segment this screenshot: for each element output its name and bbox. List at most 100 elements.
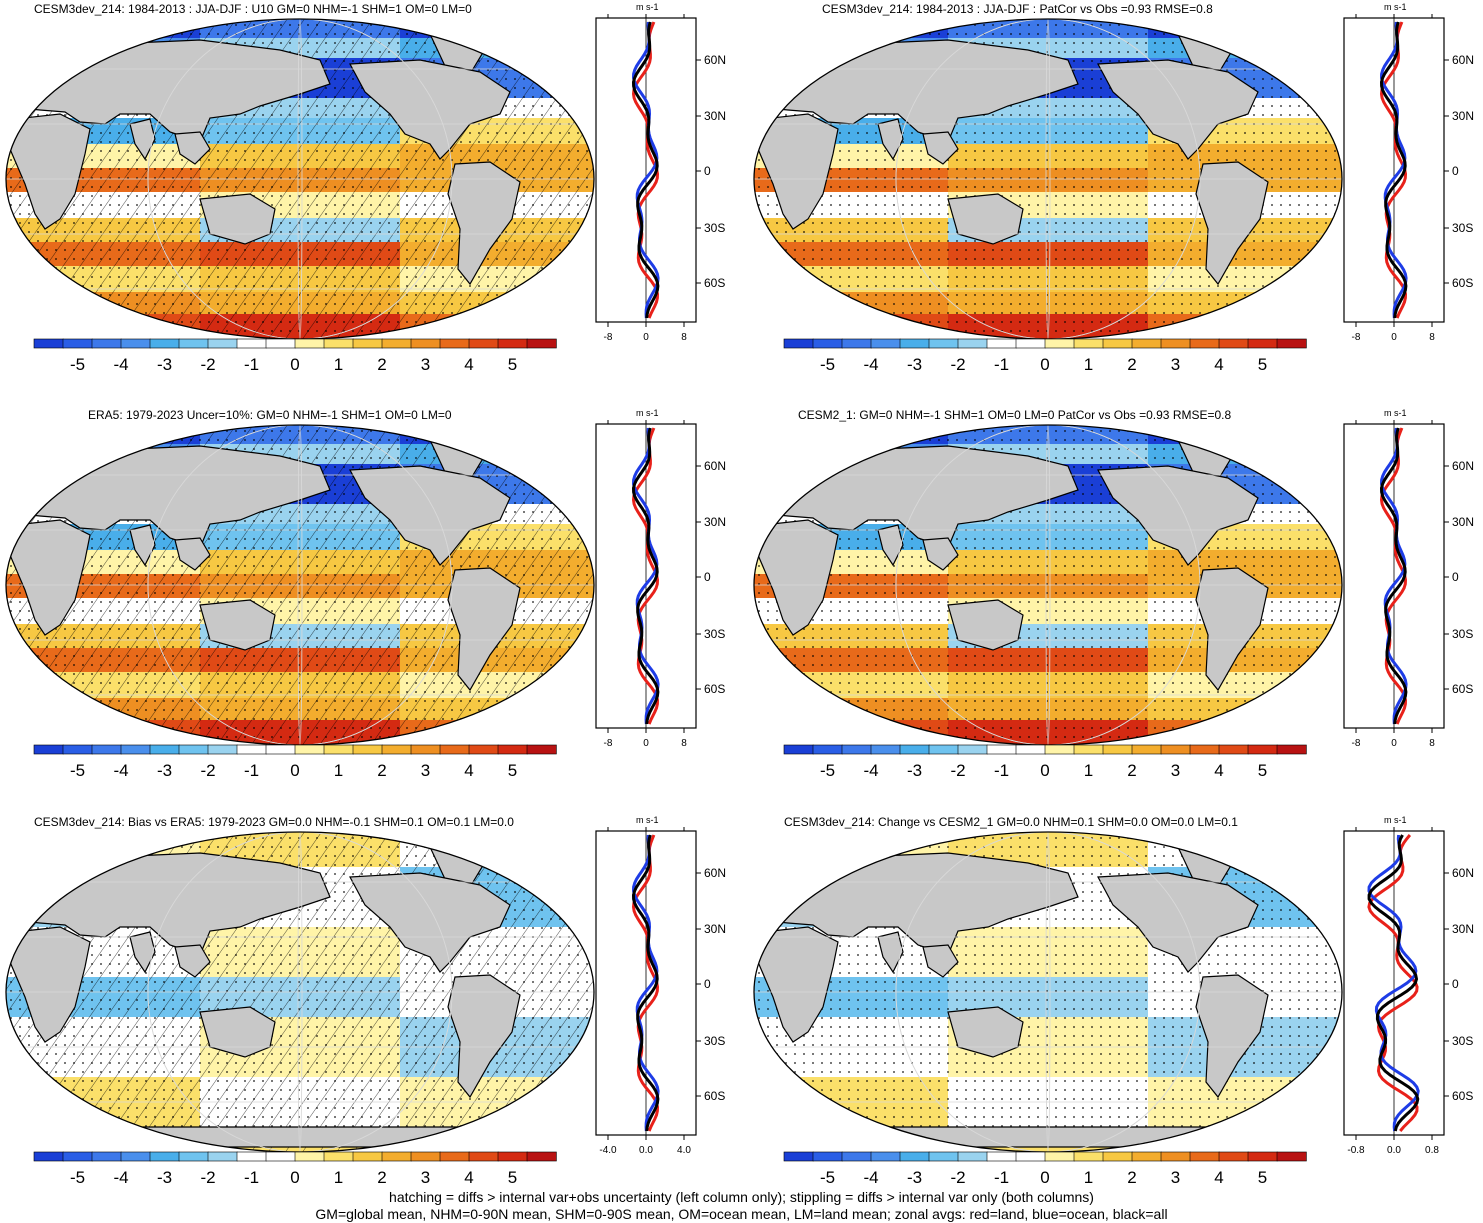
x-tick-label: 0.8 [1425,1145,1439,1156]
colorbar-cell [1073,744,1104,755]
zonal-mean-plot: m s-1 60N 30N 0 30S 60S -4.0 0.0 4.0 [595,815,726,1156]
colorbar-tick-label: -3 [157,1168,172,1187]
colorbar-tick-label: -1 [994,1168,1009,1187]
colorbar-cell [928,338,959,349]
lat-label: 30S [704,627,725,641]
colorbar: -5 -4 -3 -2 -1 0 1 2 3 4 5 [783,338,1307,374]
world-map [753,831,1343,1153]
land-samerica [447,567,521,692]
land-namerica [349,465,511,566]
colorbar-cell [1276,744,1307,755]
colorbar-cell [381,1151,412,1162]
colorbar-cell [870,1151,901,1162]
land-samerica [1195,161,1269,286]
colorbar-cell [986,1151,1017,1162]
land-seasia [174,131,211,165]
colorbar: -5 -4 -3 -2 -1 0 1 2 3 4 5 [783,744,1307,780]
colorbar-cell [294,744,325,755]
colorbar-cell [265,1151,296,1162]
colorbar-cell [62,338,93,349]
colorbar-tick-label: -4 [863,355,878,374]
zonal-units-label: m s-1 [636,815,659,825]
colorbar-cell [1073,1151,1104,1162]
colorbar-cell [526,338,557,349]
world-map [5,831,595,1153]
lat-label: 0 [704,570,711,584]
lat-label: 0 [1452,977,1459,991]
lat-label: 60S [704,682,725,696]
ocean-zonal-curve [631,21,660,319]
land-samerica [1195,974,1269,1099]
x-tick-label: 0 [1391,738,1397,749]
colorbar-tick-label: -4 [863,761,878,780]
colorbar-cell [381,338,412,349]
colorbar-tick-label: 3 [421,355,430,374]
colorbar-tick-label: -4 [113,355,128,374]
graticule-meridian [1045,19,1051,339]
colorbar-cell [1044,338,1075,349]
land-india [129,524,156,567]
footer-note-1: hatching = diffs > internal var+obs unce… [389,1189,1094,1205]
land-seasia [174,944,211,978]
graticule-meridian [147,832,453,1152]
colorbar-tick-label: 2 [1127,355,1136,374]
all-zonal-curve [631,21,660,319]
graticule-meridian [1045,832,1051,1152]
colorbar-tick-label: -5 [820,1168,835,1187]
colorbar-cell [783,1151,814,1162]
world-map [753,18,1343,340]
colorbar-tick-label: -2 [950,1168,965,1187]
map-title: CESM3dev_214: Bias vs ERA5: 1979-2023 GM… [34,815,514,829]
colorbar-cell [812,338,843,349]
colorbar-cell [841,1151,872,1162]
lat-label: 60S [704,276,725,290]
graticule-meridian [895,19,1201,339]
colorbar-tick-label: -5 [820,355,835,374]
colorbar-tick-label: 2 [1127,1168,1136,1187]
colorbar-tick-label: 5 [508,1168,517,1187]
lat-label: 60S [1452,682,1473,696]
panel-2: ERA5: 1979-2023 Uncer=10%: GM=0 NHM=-1 S… [0,406,740,806]
colorbar-cell [323,338,354,349]
panel-0: CESM3dev_214: 1984-2013 : JJA-DJF : U10 … [0,0,740,400]
all-zonal-curve [631,834,660,1132]
panel-5: CESM3dev_214: Change vs CESM2_1 GM=0.0 N… [748,813,1483,1193]
colorbar-cell [1160,744,1191,755]
colorbar-tick-label: -2 [200,761,215,780]
land-ant [6,1126,594,1148]
lat-label: 0 [1452,164,1459,178]
land-seasia [922,537,959,571]
colorbar-cell [1247,744,1278,755]
lat-label: 60S [1452,276,1473,290]
colorbar-tick-label: -2 [950,761,965,780]
land-namerica [1097,59,1259,160]
land-samerica [447,974,521,1099]
colorbar-cell [207,338,238,349]
map-title: CESM3dev_214: 1984-2013 : JJA-DJF : U10 … [34,2,472,16]
colorbar-tick-label: -1 [994,355,1009,374]
world-map [5,18,595,340]
lat-label: 60N [1452,459,1474,473]
colorbar-tick-label: 3 [1171,761,1180,780]
colorbar-cell [33,338,64,349]
x-tick-label: -8 [1352,738,1361,749]
colorbar-cell [1276,338,1307,349]
x-tick-label: -4.0 [599,1145,617,1156]
panel-4: CESM3dev_214: Bias vs ERA5: 1979-2023 GM… [0,813,740,1193]
colorbar-cell [1131,744,1162,755]
colorbar-tick-label: 4 [464,355,473,374]
ocean-zonal-curve [1379,427,1408,725]
zonal-mean-plot: m s-1 60N 30N 0 30S 60S -8 0 8 [1343,2,1474,343]
land-india [877,931,904,974]
colorbar-cell [928,744,959,755]
colorbar-cell [468,1151,499,1162]
land-seasia [922,944,959,978]
colorbar-cell [1102,1151,1133,1162]
colorbar-cell [265,338,296,349]
zonal-units-label: m s-1 [636,408,659,418]
lat-label: 30N [704,109,726,123]
lat-label: 30N [1452,109,1474,123]
colorbar-tick-label: -3 [907,355,922,374]
land-india [129,118,156,161]
colorbar-cell [1073,338,1104,349]
